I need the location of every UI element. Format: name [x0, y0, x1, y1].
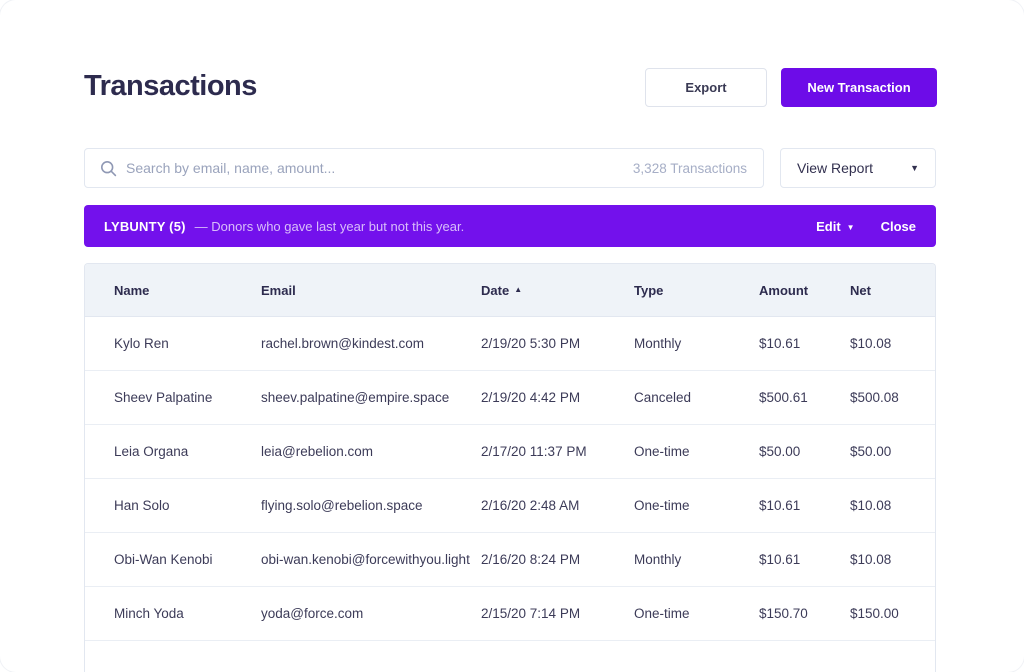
cell-date: 2/17/20 11:37 PM — [481, 444, 587, 459]
table-row[interactable]: Sheev Palpatine sheev.palpatine@empire.s… — [85, 371, 935, 425]
column-header-name[interactable]: Name — [114, 282, 150, 298]
column-header-net[interactable]: Net — [850, 282, 871, 298]
table-header-row: Name Email Date ▲ Type Amount Net — [85, 264, 935, 317]
column-header-email[interactable]: Email — [261, 282, 296, 298]
banner-close-button[interactable]: Close — [880, 218, 916, 234]
column-header-amount[interactable]: Amount — [759, 282, 809, 298]
banner-edit-label: Edit — [816, 218, 841, 234]
cell-amount: $50.00 — [759, 444, 801, 459]
table-row[interactable]: Obi-Wan Kenobi obi-wan.kenobi@forcewithy… — [85, 533, 935, 587]
search-box: 3,328 Transactions — [84, 148, 764, 188]
cell-net: $150.00 — [850, 606, 899, 621]
segment-name: LYBUNTY (5) — [104, 218, 186, 234]
cell-name: Han Solo — [114, 498, 170, 513]
new-transaction-button[interactable]: New Transaction — [781, 68, 937, 107]
cell-net: $10.08 — [850, 498, 892, 513]
cell-type: Monthly — [634, 336, 682, 351]
cell-email: leia@rebelion.com — [261, 444, 374, 459]
banner-edit-button[interactable]: Edit ▼ — [816, 219, 854, 234]
page-title: Transactions — [84, 70, 257, 102]
cell-name: Leia Organa — [114, 444, 189, 459]
cell-net: $500.08 — [850, 390, 899, 405]
search-icon — [100, 160, 117, 176]
cell-date: 2/19/20 4:42 PM — [481, 390, 581, 405]
column-header-date[interactable]: Date ▲ — [481, 282, 523, 298]
search-input[interactable] — [117, 160, 633, 176]
cell-amount: $150.70 — [759, 606, 808, 621]
cell-date: 2/16/20 8:24 PM — [481, 552, 581, 567]
cell-amount: $500.61 — [759, 390, 808, 405]
view-report-label: View Report — [797, 160, 874, 176]
cell-date: 2/16/20 2:48 AM — [481, 498, 580, 513]
cell-net: $50.00 — [850, 444, 892, 459]
transactions-table: Name Email Date ▲ Type Amount Net Kylo R… — [84, 263, 936, 672]
sort-ascending-icon: ▲ — [514, 284, 523, 294]
cell-date: 2/19/20 5:30 PM — [481, 336, 581, 351]
cell-email: sheev.palpatine@empire.space — [261, 390, 450, 405]
chevron-down-icon: ▼ — [846, 222, 855, 232]
cell-type: One-time — [634, 606, 690, 621]
table-row[interactable]: Leia Organa leia@rebelion.com 2/17/20 11… — [85, 425, 935, 479]
cell-email: obi-wan.kenobi@forcewithyou.light — [261, 552, 470, 567]
segment-description: — Donors who gave last year but not this… — [194, 218, 465, 234]
cell-type: Monthly — [634, 552, 682, 567]
table-row[interactable]: Minch Yoda yoda@force.com 2/15/20 7:14 P… — [85, 587, 935, 641]
cell-name: Kylo Ren — [114, 336, 169, 351]
cell-type: One-time — [634, 444, 690, 459]
segment-banner: LYBUNTY (5) — Donors who gave last year … — [84, 205, 936, 247]
cell-name: Sheev Palpatine — [114, 390, 213, 405]
cell-amount: $10.61 — [759, 552, 801, 567]
cell-name: Minch Yoda — [114, 606, 184, 621]
chevron-down-icon: ▼ — [910, 163, 919, 173]
cell-amount: $10.61 — [759, 336, 801, 351]
cell-net: $10.08 — [850, 552, 892, 567]
export-button[interactable]: Export — [645, 68, 767, 107]
table-row[interactable]: Kylo Ren rachel.brown@kindest.com 2/19/2… — [85, 317, 935, 371]
cell-type: One-time — [634, 498, 690, 513]
cell-name: Obi-Wan Kenobi — [114, 552, 213, 567]
cell-type: Canceled — [634, 390, 692, 405]
cell-amount: $10.61 — [759, 498, 801, 513]
table-row[interactable]: Han Solo flying.solo@rebelion.space 2/16… — [85, 479, 935, 533]
cell-net: $10.08 — [850, 336, 892, 351]
cell-email: flying.solo@rebelion.space — [261, 498, 423, 513]
column-header-type[interactable]: Type — [634, 282, 664, 298]
cell-email: yoda@force.com — [261, 606, 364, 621]
cell-date: 2/15/20 7:14 PM — [481, 606, 581, 621]
cell-email: rachel.brown@kindest.com — [261, 336, 425, 351]
transaction-count: 3,328 Transactions — [632, 160, 747, 176]
view-report-dropdown[interactable]: View Report ▼ — [780, 148, 936, 188]
